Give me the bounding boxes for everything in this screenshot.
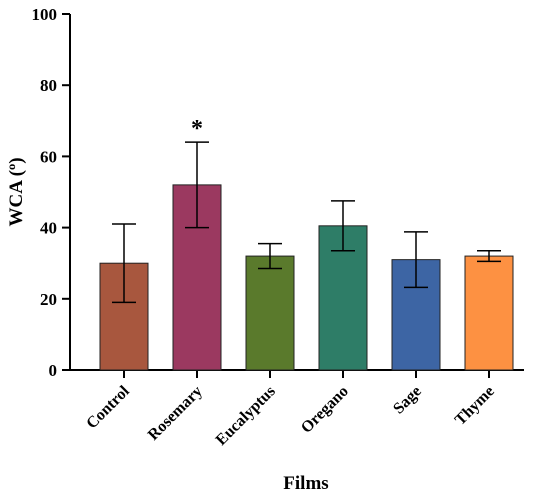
annotations: * [191,116,203,142]
error-bars [112,141,501,304]
y-axis-label: WCA (º) [6,157,27,226]
x-axis: Control Rosemary Eucalyptus Oregano Sage Thym… [70,369,524,449]
bar-eucalyptus [245,255,295,371]
y-tick-label: 100 [32,5,58,24]
x-tick-label: Thyme [452,383,498,429]
y-tick-label: 0 [49,361,58,380]
x-tick-label: Control [83,382,133,432]
significance-marker: * [191,116,203,142]
y-axis: 0 20 40 60 80 100 [32,5,71,380]
y-tick-label: 60 [40,147,57,166]
x-tick-label: Rosemary [145,383,206,444]
y-tick-label: 40 [40,219,57,238]
x-tick-label: Oregano [298,383,352,437]
y-tick-label: 20 [40,290,57,309]
y-tick-label: 80 [40,76,57,95]
x-tick-label: Eucalyptus [213,383,279,449]
x-axis-label: Films [283,473,328,494]
bars [99,184,514,371]
x-tick-label: Sage [390,383,425,418]
bar-thyme [464,255,514,371]
